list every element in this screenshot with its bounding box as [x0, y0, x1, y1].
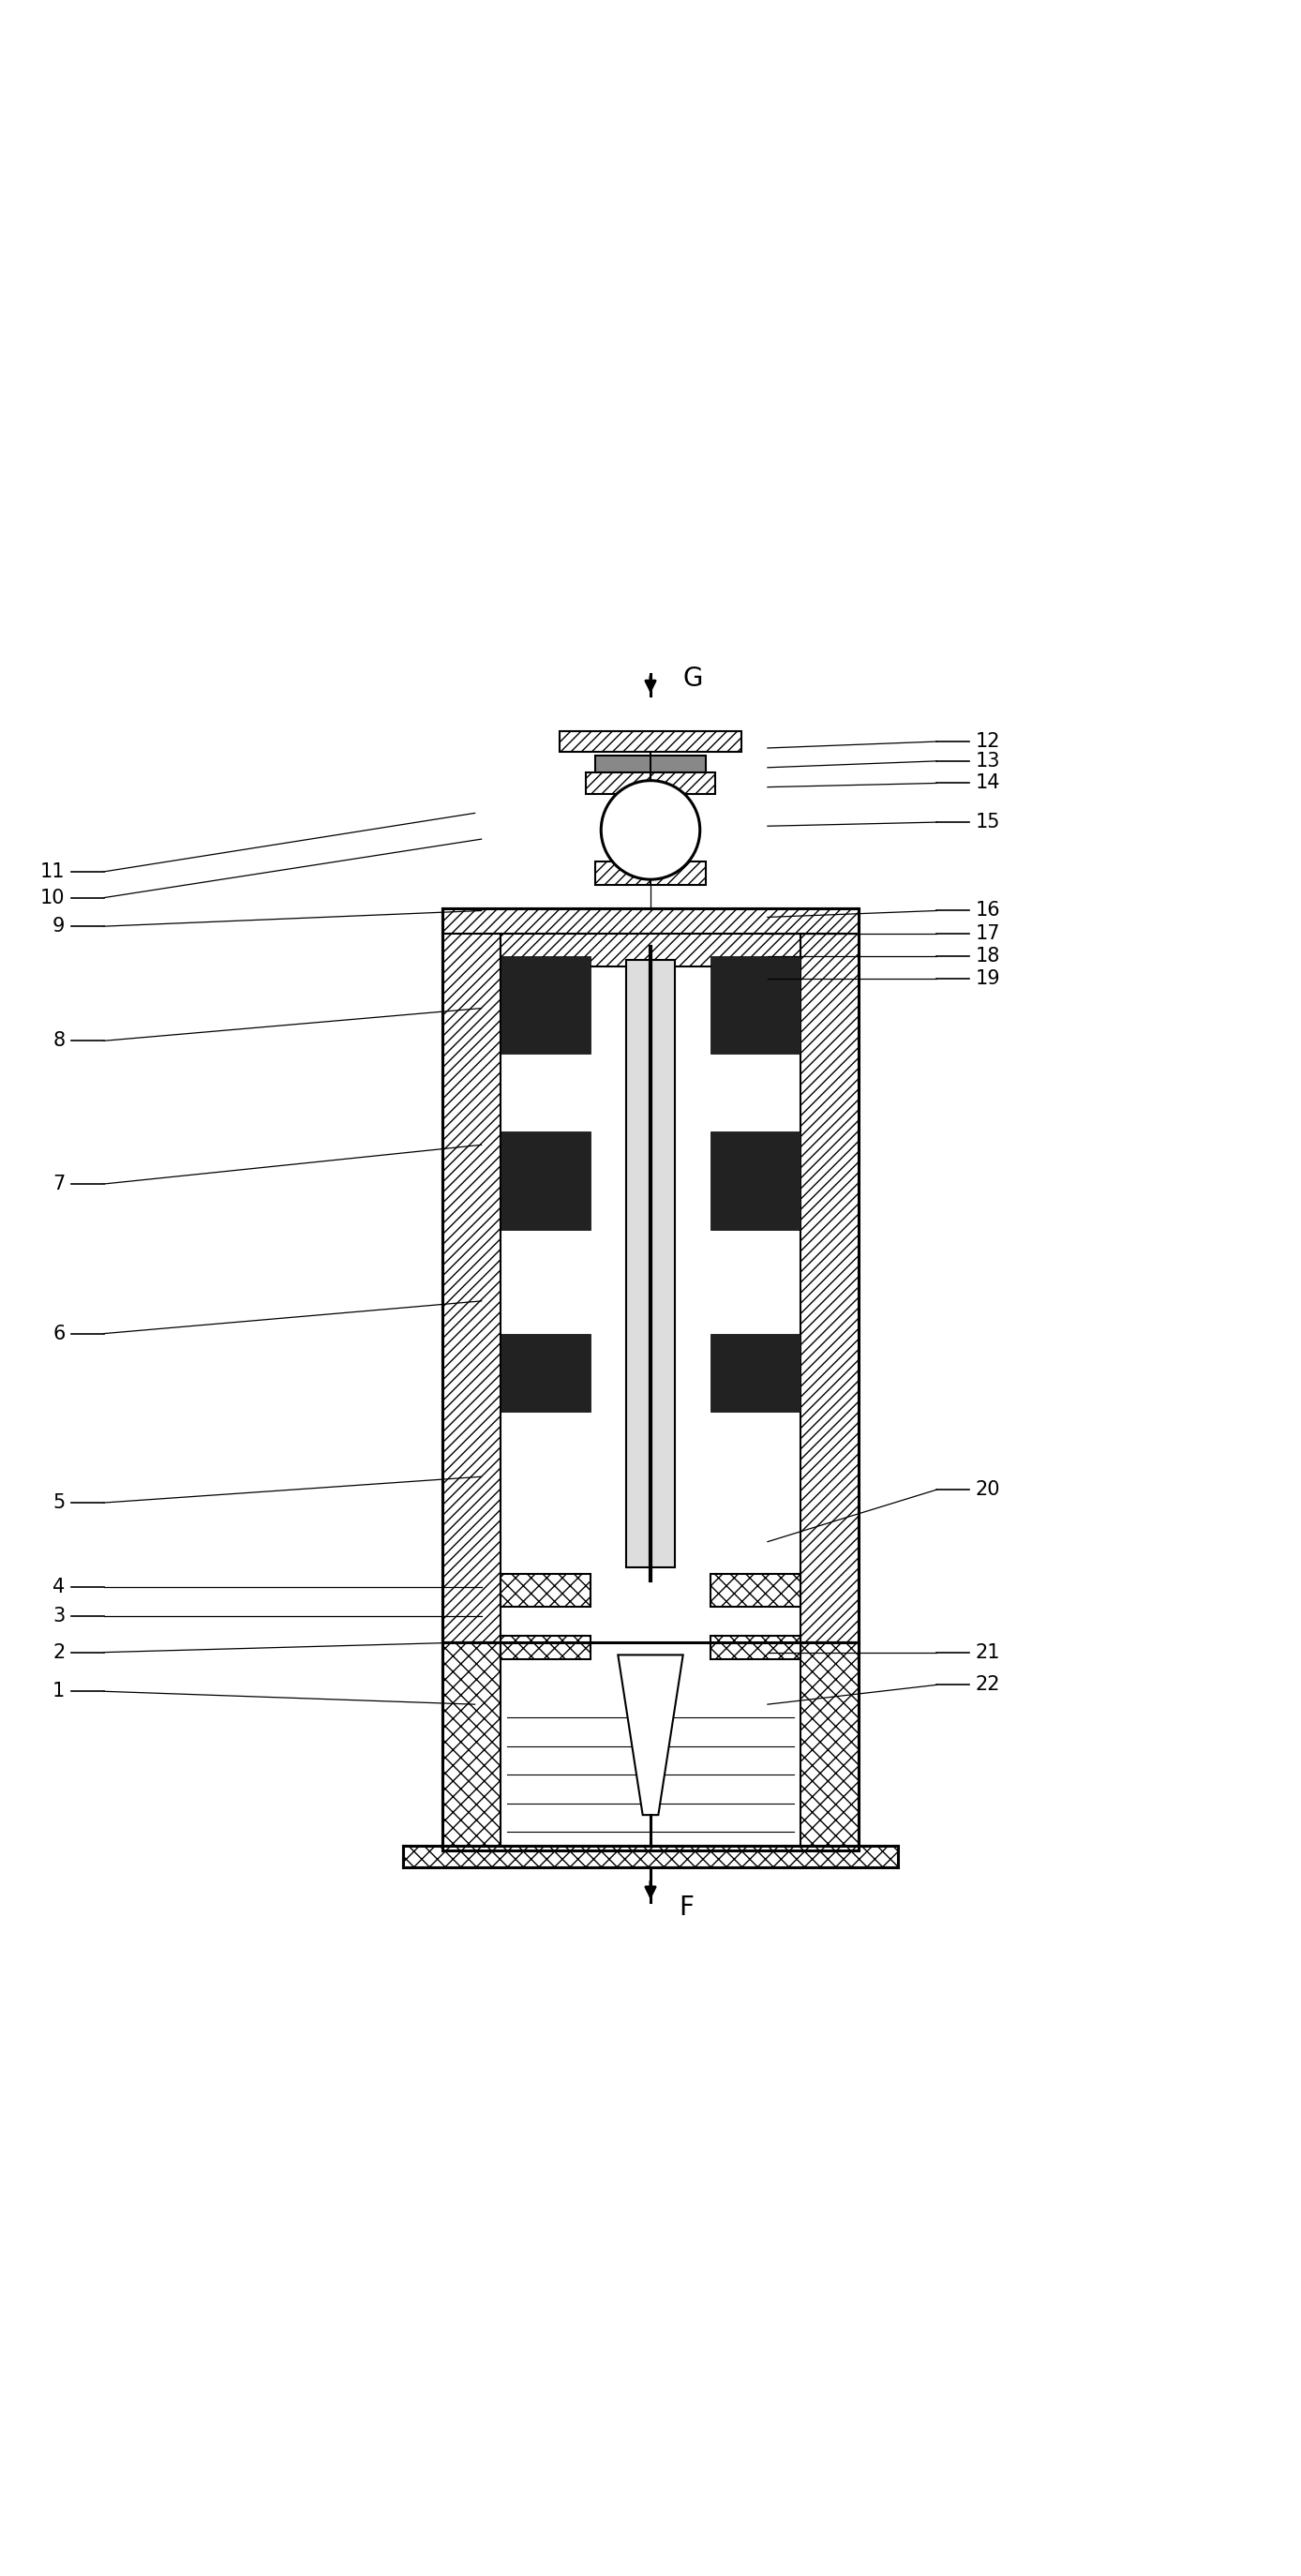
Text: 21: 21 — [976, 1643, 1000, 1662]
Bar — [501, 1574, 591, 1607]
Polygon shape — [618, 1654, 683, 1816]
Text: 7: 7 — [52, 1175, 65, 1193]
Text: 22: 22 — [976, 1674, 1000, 1695]
Text: 10: 10 — [40, 889, 65, 907]
Bar — [501, 1334, 591, 1412]
Bar — [710, 1131, 800, 1229]
Bar — [403, 1847, 898, 1868]
Text: 11: 11 — [40, 863, 65, 881]
Text: 2: 2 — [52, 1643, 65, 1662]
Bar — [710, 1574, 800, 1607]
Circle shape — [601, 781, 700, 878]
Bar — [501, 1131, 591, 1229]
Bar — [501, 1641, 800, 1850]
Bar — [501, 935, 800, 1641]
Text: 5: 5 — [52, 1494, 65, 1512]
Bar — [442, 909, 859, 935]
Text: 1: 1 — [52, 1682, 65, 1700]
Bar — [442, 1641, 501, 1850]
Bar — [559, 732, 742, 752]
Bar — [626, 961, 675, 1569]
Text: 20: 20 — [976, 1481, 1000, 1499]
Text: F: F — [679, 1893, 695, 1922]
Text: 8: 8 — [53, 1030, 65, 1051]
Text: 13: 13 — [976, 752, 1000, 770]
Bar — [800, 935, 859, 1641]
Bar — [501, 1636, 591, 1659]
Bar — [595, 860, 705, 884]
Bar — [442, 935, 501, 1641]
Text: 3: 3 — [52, 1607, 65, 1625]
Bar — [501, 956, 591, 1054]
Bar — [595, 755, 705, 773]
Text: 16: 16 — [976, 902, 1000, 920]
Text: 18: 18 — [976, 948, 1000, 966]
Bar — [710, 956, 800, 1054]
Text: 14: 14 — [976, 773, 1000, 793]
Bar — [585, 773, 716, 793]
Bar — [710, 1334, 800, 1412]
Bar — [710, 1636, 800, 1659]
Bar — [800, 1641, 859, 1850]
Text: 17: 17 — [976, 925, 1000, 943]
Text: 4: 4 — [52, 1579, 65, 1597]
Bar — [501, 935, 800, 966]
Text: 9: 9 — [52, 917, 65, 935]
Text: 19: 19 — [976, 969, 1000, 987]
Text: 12: 12 — [976, 732, 1000, 750]
Text: G: G — [683, 667, 703, 693]
Text: 6: 6 — [52, 1324, 65, 1342]
Text: 15: 15 — [976, 814, 1000, 832]
